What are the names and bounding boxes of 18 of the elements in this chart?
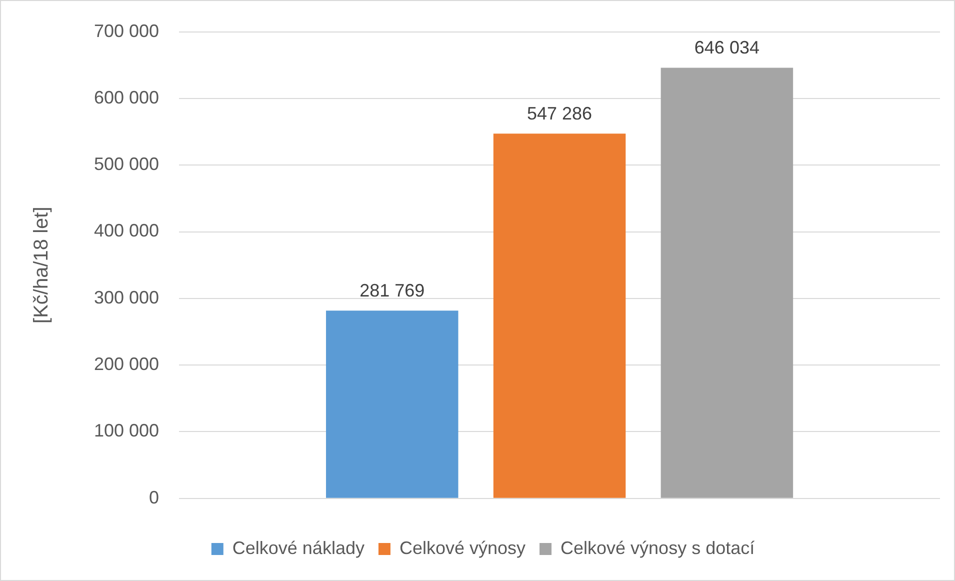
y-tick-label: 0 bbox=[149, 487, 160, 508]
y-tick-label: 200 000 bbox=[94, 354, 160, 374]
y-axis-title: [Kč/ha/18 let] bbox=[30, 206, 53, 324]
bar bbox=[326, 310, 458, 498]
y-tick-label: 700 000 bbox=[94, 20, 160, 41]
legend-label: Celkové náklady bbox=[232, 538, 364, 558]
bar bbox=[493, 134, 626, 498]
data-label: 547 286 bbox=[526, 104, 592, 124]
data-label: 646 034 bbox=[694, 38, 760, 58]
data-label: 281 769 bbox=[360, 280, 425, 301]
y-tick-label: 600 000 bbox=[94, 87, 160, 108]
legend-label: Celkové výnosy s dotací bbox=[560, 538, 755, 558]
y-tick-label: 400 000 bbox=[94, 220, 160, 241]
y-tick-label: 300 000 bbox=[94, 287, 160, 308]
legend-label: Celkové výnosy bbox=[399, 538, 526, 558]
bar bbox=[660, 68, 794, 498]
y-tick-label: 500 000 bbox=[94, 154, 160, 174]
y-tick-label: 100 000 bbox=[94, 420, 160, 441]
